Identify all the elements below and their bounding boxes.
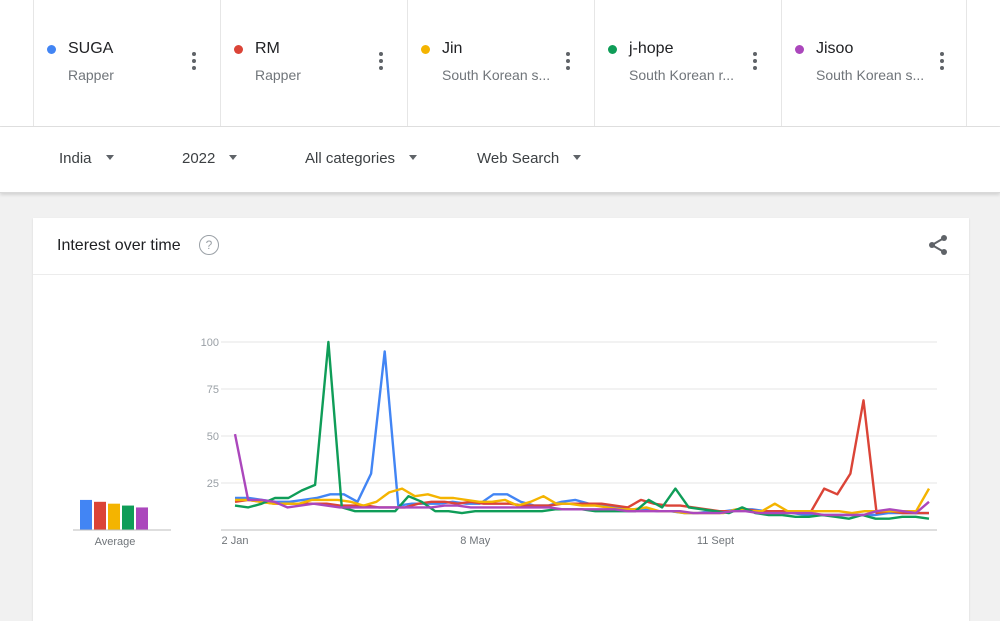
term-subtitle: South Korean s... [442,67,551,83]
term-card-suga[interactable]: SUGA Rapper [33,0,219,126]
series-color-dot [795,45,804,54]
term-name: j-hope [629,40,674,57]
term-name: SUGA [68,40,114,57]
card-header: Interest over time ? [33,218,969,275]
category-dropdown[interactable]: All categories [305,150,418,167]
series-color-dot [234,45,243,54]
x-tick-label: 11 Sept [697,535,734,547]
term-name: RM [255,40,280,57]
term-name: Jin [442,40,463,57]
region-dropdown[interactable]: India [59,150,114,167]
region-value: India [59,150,92,167]
caret-down-icon [573,154,582,160]
more-options-icon[interactable] [375,50,387,72]
series-line-jisoo [233,433,930,517]
caret-down-icon [409,154,418,160]
filter-bar: India 2022 All categories Web Search [0,127,1000,193]
compare-terms-bar: SUGA Rapper RM Rapper Jin South Korean s… [0,0,1000,127]
average-bar-jin [108,503,120,530]
share-icon[interactable] [926,233,950,257]
caret-down-icon [229,154,238,160]
series-line-jin [235,487,931,515]
average-bar-jisoo [136,507,148,530]
more-options-icon[interactable] [562,50,574,72]
search-type-dropdown[interactable]: Web Search [477,150,582,167]
x-tick-label: 8 May [460,535,490,547]
series-color-dot [421,45,430,54]
average-bar-suga [80,499,92,530]
more-options-icon[interactable] [749,50,761,72]
series-line-rm [234,399,929,515]
search-type-value: Web Search [477,150,560,167]
help-icon[interactable]: ? [199,235,219,255]
average-label: Average [95,536,136,548]
x-tick-label: 2 Jan [222,535,249,547]
series-line-j-hope [234,340,930,520]
card-title: Interest over time [57,237,181,254]
more-options-icon[interactable] [188,50,200,72]
series-line-suga [235,350,929,517]
caret-down-icon [105,154,114,160]
term-subtitle: South Korean s... [816,67,925,83]
interest-chart: 25 50 75 100 2 Jan 8 May 11 Sept Average [73,337,937,548]
term-card-jisoo[interactable]: Jisoo South Korean s... [781,0,967,126]
y-tick-label: 75 [207,384,219,396]
series-color-dot [608,45,617,54]
interest-over-time-card: Interest over time ? 25 50 75 100 2 Jan 8 May… [33,218,969,621]
category-value: All categories [305,150,396,167]
average-bar-j-hope [122,505,134,530]
term-name: Jisoo [816,40,854,57]
y-tick-label: 25 [207,478,219,490]
term-card-jin[interactable]: Jin South Korean s... [407,0,593,126]
average-bar-rm [94,501,106,530]
term-card-rm[interactable]: RM Rapper [220,0,406,126]
period-value: 2022 [182,150,216,167]
term-subtitle: Rapper [68,67,114,83]
term-subtitle: South Korean r... [629,67,735,83]
series-color-dot [47,45,56,54]
term-subtitle: Rapper [255,67,301,83]
more-options-icon[interactable] [936,50,948,72]
term-card-j-hope[interactable]: j-hope South Korean r... [594,0,780,126]
period-dropdown[interactable]: 2022 [182,150,238,167]
y-tick-label: 100 [201,337,219,349]
y-tick-label: 50 [207,431,219,443]
